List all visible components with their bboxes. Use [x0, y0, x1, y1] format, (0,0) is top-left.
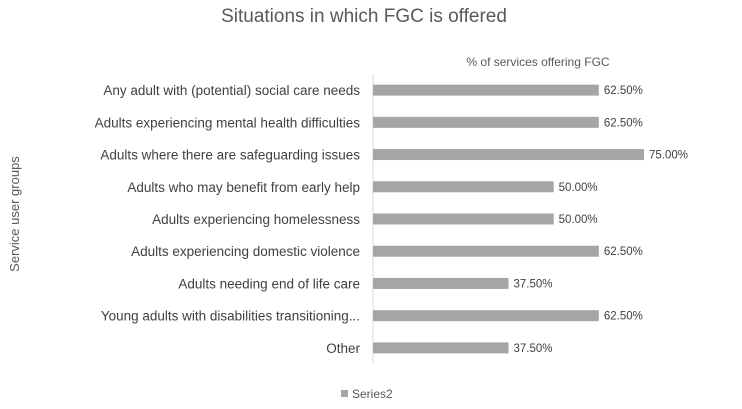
bar	[373, 181, 554, 193]
bar	[373, 84, 599, 96]
data-label: 62.50%	[604, 85, 643, 97]
data-label: 62.50%	[604, 117, 643, 129]
chart-title: Situations in which FGC is offered	[221, 6, 507, 27]
bars-group: Any adult with (potential) social care n…	[95, 83, 688, 356]
data-label: 75.00%	[649, 150, 688, 162]
category-label: Adults experiencing homelessness	[152, 212, 360, 227]
bar	[373, 310, 599, 322]
category-label: Adults experiencing mental health diffic…	[95, 115, 361, 130]
legend: Series2	[341, 387, 393, 401]
data-label: 62.50%	[604, 311, 643, 323]
data-label: 62.50%	[604, 246, 643, 258]
category-label: Adults who may benefit from early help	[127, 180, 360, 195]
bar	[373, 116, 599, 128]
data-label: 50.00%	[559, 182, 598, 194]
data-label: 37.50%	[514, 343, 553, 355]
bar	[373, 277, 509, 289]
data-label: 50.00%	[559, 214, 598, 226]
category-label: Adults experiencing domestic violence	[131, 244, 360, 259]
category-label: Any adult with (potential) social care n…	[103, 83, 360, 98]
category-label: Young adults with disabilities transitio…	[101, 309, 360, 324]
bar	[373, 213, 554, 225]
y-axis-label: Service user groups	[7, 156, 22, 272]
data-label: 37.50%	[514, 278, 553, 290]
legend-swatch	[341, 390, 348, 397]
category-label: Adults where there are safeguarding issu…	[100, 148, 360, 163]
bar	[373, 245, 599, 257]
category-label: Other	[326, 341, 360, 356]
legend-entry: Series2	[352, 387, 393, 401]
category-label: Adults needing end of life care	[178, 276, 360, 291]
bar	[373, 342, 509, 354]
chart-subtitle: % of services offering FGC	[466, 55, 609, 69]
bar	[373, 149, 644, 161]
